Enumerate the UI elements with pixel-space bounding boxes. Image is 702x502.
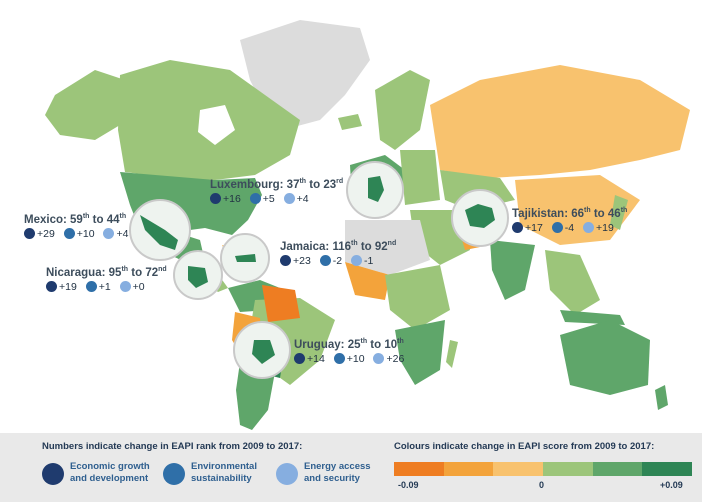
country-name: Mexico xyxy=(24,213,63,226)
rank-to-word: to xyxy=(92,213,104,226)
scale-swatch xyxy=(642,462,693,476)
rank-to-word: to xyxy=(309,178,321,191)
rank-from: 25 xyxy=(347,338,361,351)
rank-to-word: to xyxy=(593,207,605,220)
scale-swatch xyxy=(493,462,544,476)
region-se-asia xyxy=(545,250,600,315)
economic-growth-icon xyxy=(512,221,523,233)
callout-nicaragua: Nicaragua: 95th to 72nd +19 +1 +0 xyxy=(46,266,167,293)
rank-to: 44 xyxy=(106,213,120,226)
magnifier-nicaragua xyxy=(173,250,223,300)
region-north-africa xyxy=(345,220,430,275)
environment-icon xyxy=(85,280,97,292)
region-west-africa xyxy=(345,262,390,300)
region-india xyxy=(490,240,535,300)
color-scale xyxy=(394,462,693,476)
rank-from: 95 xyxy=(108,266,122,279)
scale-swatch xyxy=(543,462,593,476)
score-legend-heading: Colours indicate change in EAPI score fr… xyxy=(394,441,655,452)
economic-growth-icon xyxy=(46,280,57,292)
rank-from: 116 xyxy=(332,240,351,253)
magnifier-uruguay xyxy=(233,321,291,379)
energy-access-icon xyxy=(351,254,362,266)
environment-icon xyxy=(319,254,331,266)
economic-growth-icon xyxy=(210,192,221,204)
region-mongolia-china xyxy=(515,175,640,245)
environment-icon xyxy=(163,463,185,485)
economic-growth-icon xyxy=(280,254,291,266)
country-name: Tajikistan xyxy=(512,207,565,220)
callout-jamaica: Jamaica: 116th to 92nd +23 -2 -1 xyxy=(280,240,397,267)
region-hudson-bay xyxy=(198,105,235,145)
region-alaska xyxy=(45,70,125,140)
region-madagascar xyxy=(446,340,458,368)
callout-tajikistan: Tajikistan: 66th to 46th +17 -4 +19 xyxy=(512,207,628,234)
rank-from: 59 xyxy=(70,213,83,226)
magnifier-luxembourg xyxy=(346,161,404,219)
country-name: Jamaica xyxy=(280,240,326,253)
rank-to: 23 xyxy=(323,178,337,191)
magnifier-tajikistan xyxy=(451,189,509,247)
callout-uruguay: Uruguay: 25th to 10th +14 +10 +26 xyxy=(294,338,405,365)
rank-to: 10 xyxy=(384,338,398,351)
rank-from: 37 xyxy=(286,178,300,191)
rank-to: 72 xyxy=(145,266,159,279)
environment-icon xyxy=(249,192,261,204)
magnifier-jamaica xyxy=(220,233,270,283)
energy-access-icon xyxy=(119,280,131,292)
region-scandinavia xyxy=(375,70,430,150)
energy-access-icon xyxy=(373,352,385,364)
energy-access-icon xyxy=(276,463,298,485)
region-russia xyxy=(430,65,690,178)
scale-swatch xyxy=(443,462,494,476)
region-central-africa xyxy=(385,265,450,330)
environment-icon xyxy=(63,227,75,239)
world-map xyxy=(45,20,690,430)
region-southern-africa xyxy=(395,320,445,385)
scale-swatch xyxy=(592,462,643,476)
region-iceland xyxy=(338,114,362,130)
rank-to-word: to xyxy=(370,338,382,351)
country-name: Luxembourg xyxy=(210,178,280,191)
callout-luxembourg: Luxembourg: 37th to 23rd +16 +5 +4 xyxy=(210,178,344,205)
callout-mexico: Mexico: 59th to 44th +29 +10 +4 xyxy=(24,213,129,240)
country-name: Nicaragua xyxy=(46,266,102,279)
scale-mid-label: 0 xyxy=(539,480,545,490)
scale-min-label: -0.09 xyxy=(398,480,419,490)
region-australia xyxy=(560,320,650,395)
scale-max-label: +0.09 xyxy=(660,480,683,490)
energy-access-icon xyxy=(103,227,115,239)
energy-access-icon xyxy=(283,192,295,204)
economic-growth-icon xyxy=(294,352,305,364)
rank-to-word: to xyxy=(131,266,143,279)
magnifier-mexico xyxy=(129,199,191,261)
rank-from: 66 xyxy=(571,207,585,220)
country-name: Uruguay xyxy=(294,338,341,351)
economic-growth-icon xyxy=(24,227,35,239)
scale-swatch xyxy=(394,462,444,476)
energy-access-icon xyxy=(583,221,594,233)
region-eastern-europe xyxy=(400,150,440,205)
region-guyana-suriname xyxy=(262,285,300,322)
environment-icon xyxy=(333,352,345,364)
rank-legend-heading: Numbers indicate change in EAPI rank fro… xyxy=(42,441,303,452)
region-argentina-chile xyxy=(236,362,275,430)
region-new-zealand xyxy=(655,385,668,410)
environment-icon xyxy=(551,221,563,233)
rank-to: 46 xyxy=(607,207,621,220)
rank-to-word: to xyxy=(360,240,372,253)
economic-growth-icon xyxy=(42,463,64,485)
rank-to: 92 xyxy=(374,240,388,253)
region-japan xyxy=(610,195,628,230)
